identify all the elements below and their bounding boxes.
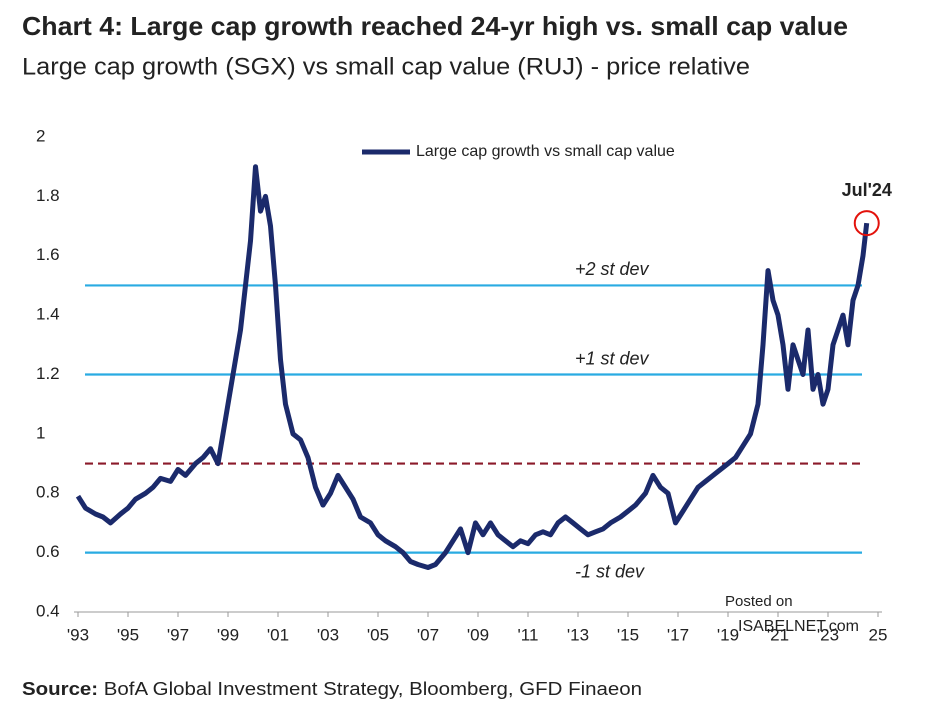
y-tick-label: 1.8 bbox=[36, 186, 60, 205]
y-tick-label: 1.6 bbox=[36, 245, 60, 264]
x-tick-label: '19 bbox=[717, 625, 739, 644]
x-tick-label: '09 bbox=[467, 625, 489, 644]
x-tick-label: '03 bbox=[317, 625, 339, 644]
source-label: Source: bbox=[22, 679, 98, 699]
y-tick-label: 1.4 bbox=[36, 305, 60, 324]
watermark: ISABELNET.com bbox=[738, 618, 859, 635]
x-tick-label: '01 bbox=[267, 625, 289, 644]
legend-label: Large cap growth vs small cap value bbox=[416, 143, 675, 160]
watermark: Posted on bbox=[725, 593, 793, 610]
x-tick-label: 25 bbox=[869, 625, 888, 644]
x-tick-label: '11 bbox=[518, 625, 539, 644]
x-tick-label: '05 bbox=[367, 625, 389, 644]
y-tick-label: 0.8 bbox=[36, 483, 60, 502]
chart-title: Chart 4: Large cap growth reached 24-yr … bbox=[22, 11, 848, 41]
x-tick-label: '95 bbox=[117, 625, 139, 644]
x-tick-label: '93 bbox=[67, 625, 89, 644]
source-note: Source: BofA Global Investment Strategy, … bbox=[22, 679, 642, 699]
reference-label: +1 st dev bbox=[575, 348, 650, 368]
x-tick-label: '21 bbox=[767, 625, 789, 644]
x-tick-label: '23 bbox=[817, 625, 839, 644]
x-tick-label: '15 bbox=[617, 625, 639, 644]
annotation-label: Jul'24 bbox=[842, 180, 892, 200]
data-line bbox=[75, 164, 870, 570]
x-tick-label: '17 bbox=[667, 625, 689, 644]
reference-label: -1 st dev bbox=[575, 561, 645, 581]
x-tick-label: '07 bbox=[417, 625, 439, 644]
source-text: BofA Global Investment Strategy, Bloombe… bbox=[104, 679, 642, 699]
y-tick-label: 2 bbox=[36, 126, 45, 145]
y-tick-label: 0.4 bbox=[36, 601, 60, 620]
y-tick-label: 0.6 bbox=[36, 542, 60, 561]
x-tick-label: '97 bbox=[167, 625, 189, 644]
annotation-circle bbox=[853, 210, 880, 237]
reference-label: +2 st dev bbox=[575, 259, 650, 279]
x-tick-label: '99 bbox=[217, 625, 239, 644]
y-tick-label: 1 bbox=[36, 423, 45, 442]
x-tick-label: '13 bbox=[567, 625, 589, 644]
y-tick-label: 1.2 bbox=[36, 364, 60, 383]
chart-subtitle: Large cap growth (SGX) vs small cap valu… bbox=[22, 53, 750, 80]
